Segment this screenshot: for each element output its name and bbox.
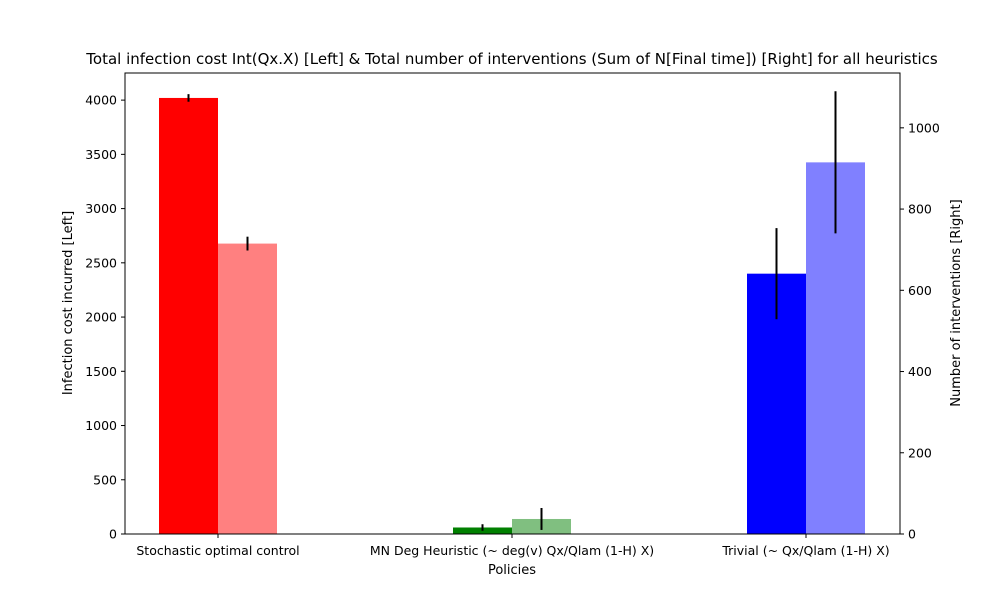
x-axis-label: Policies (488, 563, 536, 578)
y-axis-left-label: Infection cost incurred [Left] (61, 211, 76, 395)
x-tick-label-1: MN Deg Heuristic (~ deg(v) Qx/Qlam (1-H)… (370, 543, 654, 558)
bar-left-0 (159, 97, 218, 534)
y-left-tick-label-8: 4000 (85, 93, 117, 108)
error-bars-layer (187, 91, 837, 531)
y-left-tick-label-7: 3500 (85, 147, 117, 162)
y-right-tick-label-3: 600 (908, 283, 932, 298)
axes-layer: Stochastic optimal control MN Deg Heurist… (85, 72, 940, 558)
bars-layer (159, 97, 865, 535)
y-left-tick-label-0: 0 (109, 527, 117, 542)
y-right-tick-label-1: 200 (908, 445, 932, 460)
chart-title: Total infection cost Int(Qx.X) [Left] & … (85, 50, 938, 68)
x-tick-label-0: Stochastic optimal control (136, 543, 299, 558)
y-left-tick-label-3: 1500 (85, 364, 117, 379)
bar-right-0 (218, 243, 277, 534)
y-right-tick-label-2: 400 (908, 364, 932, 379)
y-left-tick-label-5: 2500 (85, 255, 117, 270)
y-right-tick-label-5: 1000 (908, 120, 940, 135)
y-right-tick-label-4: 800 (908, 202, 932, 217)
y-right-tick-label-0: 0 (908, 527, 916, 542)
plot-frame (124, 72, 901, 535)
y-left-tick-label-6: 3000 (85, 201, 117, 216)
y-axis-right-label: Number of interventions [Right] (949, 199, 964, 406)
y-left-tick-label-1: 500 (93, 472, 117, 487)
x-tick-label-2: Trivial (~ Qx/Qlam (1-H) X) (721, 543, 889, 558)
y-left-tick-label-4: 2000 (85, 310, 117, 325)
y-left-tick-label-2: 1000 (85, 418, 117, 433)
